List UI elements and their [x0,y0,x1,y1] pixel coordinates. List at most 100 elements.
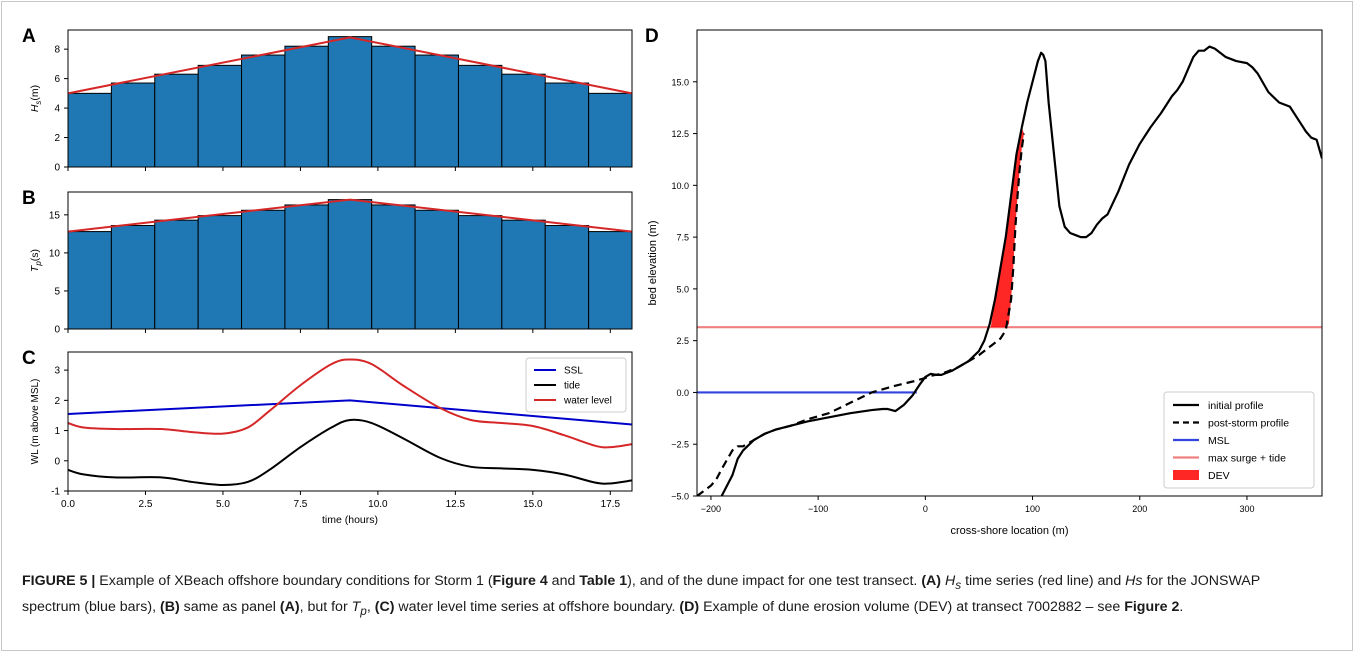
x-tick-label: 300 [1239,504,1254,514]
caption-text: time series (red line) and [961,573,1126,589]
caption-symbol: T [351,598,361,615]
y-tick-label: 5 [54,286,60,297]
bar [241,209,286,330]
legend-label: initial profile [1208,400,1264,412]
y-axis-label: WL (m above MSL) [30,379,41,465]
caption-text: , [366,598,375,615]
y-tick-label: 1 [54,426,60,437]
bar [588,231,633,330]
x-axis-label: time (hours) [322,514,378,526]
legend-swatch [1173,470,1199,480]
figure-caption: FIGURE 5 | Example of XBeach offshore bo… [22,570,1322,622]
y-tick-label: 15 [49,210,61,221]
panel-letter-a: A [22,26,36,47]
series-line [720,45,1322,496]
y-tick-label: 6 [54,74,60,85]
caption-symbol-sub: p [360,603,367,618]
caption-text: for the JONSWAP spectrum (blue bars), [22,573,1260,615]
bar [371,45,416,168]
x-tick-label: 15.0 [523,499,543,510]
bar [67,231,112,330]
x-tick-label: 2.5 [139,499,153,510]
bar [544,224,590,330]
trend-line [67,198,633,233]
caption-text: , but for [299,598,352,615]
legend-label: tide [564,381,581,392]
bar [110,82,156,168]
caption-symbol: H [944,573,956,589]
caption-ref-table1[interactable]: Table 1 [579,573,628,589]
y-tick-label: 0 [54,325,60,336]
y-tick-label: 7.5 [676,233,689,243]
caption-text: . [1179,598,1184,615]
y-tick-label: 12.5 [671,129,689,139]
y-tick-label: 5.0 [676,284,689,294]
x-tick-label: 100 [1025,504,1040,514]
bar [284,204,329,330]
caption-symbol-sub: s [955,577,962,592]
caption-label-c: (C) [374,598,395,615]
caption-symbol: Hs [1125,573,1143,589]
bar [544,82,590,168]
bar [371,204,416,330]
y-tick-label: 3 [54,366,60,377]
caption-text: water level time series at offshore boun… [394,598,680,615]
bar [110,224,156,330]
panel-d: −5.0 −2.5 0.0 2.5 5.0 7.5 10.0 12.5 15.0 −200 −100… [647,29,1323,537]
legend-label: max surge + tide [1208,453,1286,465]
panel-b: 0 5 10 15 Tp(s) [29,191,633,336]
y-tick-label: 8 [54,45,60,56]
y-tick-label: 0 [54,163,60,174]
caption-figure-label: FIGURE 5 | [22,573,96,589]
caption-text: Example of XBeach offshore boundary cond… [95,573,493,589]
bar [414,54,459,168]
y-tick-label: 15.0 [671,77,689,87]
legend-label: DEV [1208,470,1230,482]
y-tick-label: 2 [54,396,60,407]
legend-label: SSL [564,366,583,377]
y-axis-label: Hs(m) [29,85,43,112]
trend-line [67,36,633,95]
bar [414,209,459,330]
axes-frame [67,191,633,330]
panel-letter-c: C [22,348,36,369]
bar [154,219,199,330]
x-tick-label: 5.0 [216,499,230,510]
x-tick-label: 12.5 [446,499,466,510]
y-tick-label: 2.5 [676,336,689,346]
bar [241,54,286,168]
axes-frame [67,351,633,492]
y-tick-label: −2.5 [671,440,689,450]
y-axis-label: Tp(s) [29,249,43,272]
x-tick-label: 0.0 [61,499,75,510]
y-tick-label: −5.0 [671,492,689,502]
caption-text: Example of dune erosion volume (DEV) at … [699,598,1125,615]
bar [501,219,546,330]
bar [67,92,112,168]
y-tick-label: 0.0 [676,388,689,398]
x-tick-label: 10.0 [368,499,388,510]
y-tick-label: 4 [54,104,60,115]
y-tick-label: 2 [54,133,60,144]
y-tick-label: 0 [54,456,60,467]
bar [197,64,243,168]
panel-letter-b: B [22,188,36,209]
x-tick-label: −100 [808,504,828,514]
x-tick-label: 7.5 [293,499,307,510]
caption-text: ), and of the dune impact for one test t… [627,573,922,589]
bar [457,64,503,168]
bar [154,73,199,168]
caption-label-a: (A) [279,598,300,615]
x-tick-label: 17.5 [601,499,621,510]
x-tick-label: 0 [923,504,928,514]
caption-ref-fig2[interactable]: Figure 2 [1124,598,1180,615]
caption-text: same as panel [179,598,280,615]
bar [327,36,373,168]
caption-ref-fig4[interactable]: Figure 4 [492,573,548,589]
caption-label-d: (D) [679,598,700,615]
series-line [67,358,633,449]
legend-label: post-storm profile [1208,418,1289,430]
x-axis-label: cross-shore location (m) [951,525,1069,537]
panel-a: 0 2 4 6 8 Hs(m) [29,29,633,174]
axes-frame [696,29,1323,497]
